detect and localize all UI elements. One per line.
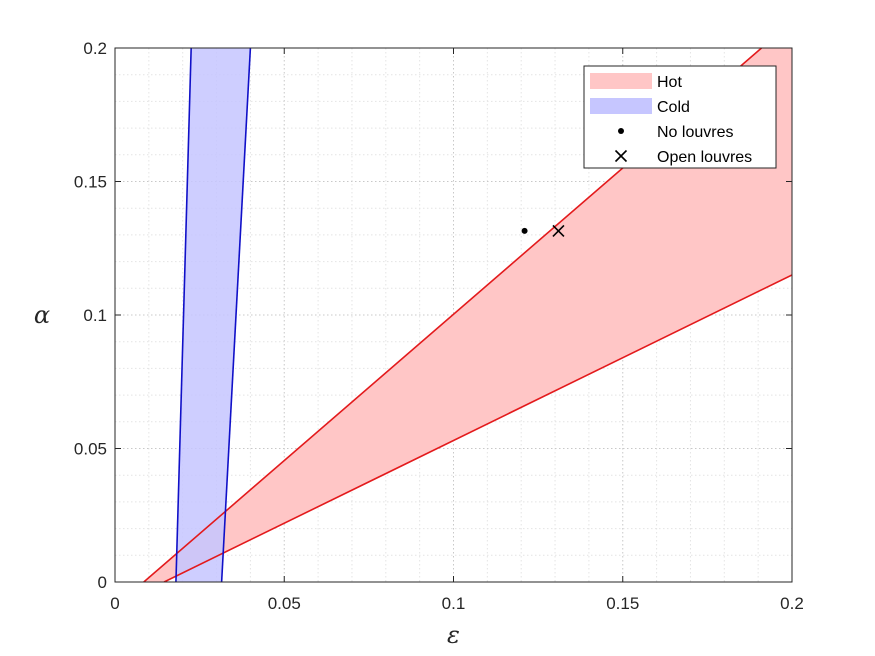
y-axis-label: α	[34, 301, 50, 329]
legend-x-stroke	[614, 149, 628, 163]
x-tick-label: 0.05	[268, 594, 301, 613]
legend-hot-label: Hot	[657, 74, 682, 91]
legend-cold-label: Cold	[657, 99, 690, 116]
x-tick-label: 0.2	[780, 594, 804, 613]
y-tick-label: 0.1	[83, 306, 107, 325]
open-louvres-point	[552, 224, 565, 237]
legend-cold-swatch	[590, 98, 652, 114]
y-tick-label: 0.05	[74, 440, 107, 459]
legend-hot-swatch	[590, 73, 652, 89]
cold-right-edge	[220, 48, 252, 582]
legend: Hot Cold No louvres Open louvres	[583, 65, 777, 169]
x-axis-label: ε	[447, 621, 460, 649]
x-tick-label: 0	[110, 594, 119, 613]
legend-open-louvres-marker	[614, 149, 628, 163]
bands-layer	[143, 48, 792, 582]
legend-open-louvres-label: Open louvres	[657, 149, 752, 166]
y-tick-label: 0.15	[74, 173, 107, 192]
markers-layer	[521, 224, 565, 237]
hot-band-fill	[143, 48, 792, 582]
cold-band-fill	[175, 48, 251, 582]
x-tick-label: 0.1	[442, 594, 466, 613]
ticks: 0 0.05 0.1 0.15 0.2 0 0.05 0.1 0.15 0.2	[74, 39, 804, 613]
open-louvres-point-stroke	[552, 224, 565, 237]
x-tick-label: 0.15	[606, 594, 639, 613]
cold-left-edge	[175, 48, 192, 582]
legend-no-louvres-label: No louvres	[657, 124, 733, 141]
hot-lower-edge	[163, 274, 792, 582]
y-tick-label: 0	[98, 573, 107, 592]
no-louvres-point	[521, 227, 528, 234]
y-tick-label: 0.2	[83, 39, 107, 58]
legend-no-louvres-marker	[618, 128, 624, 134]
